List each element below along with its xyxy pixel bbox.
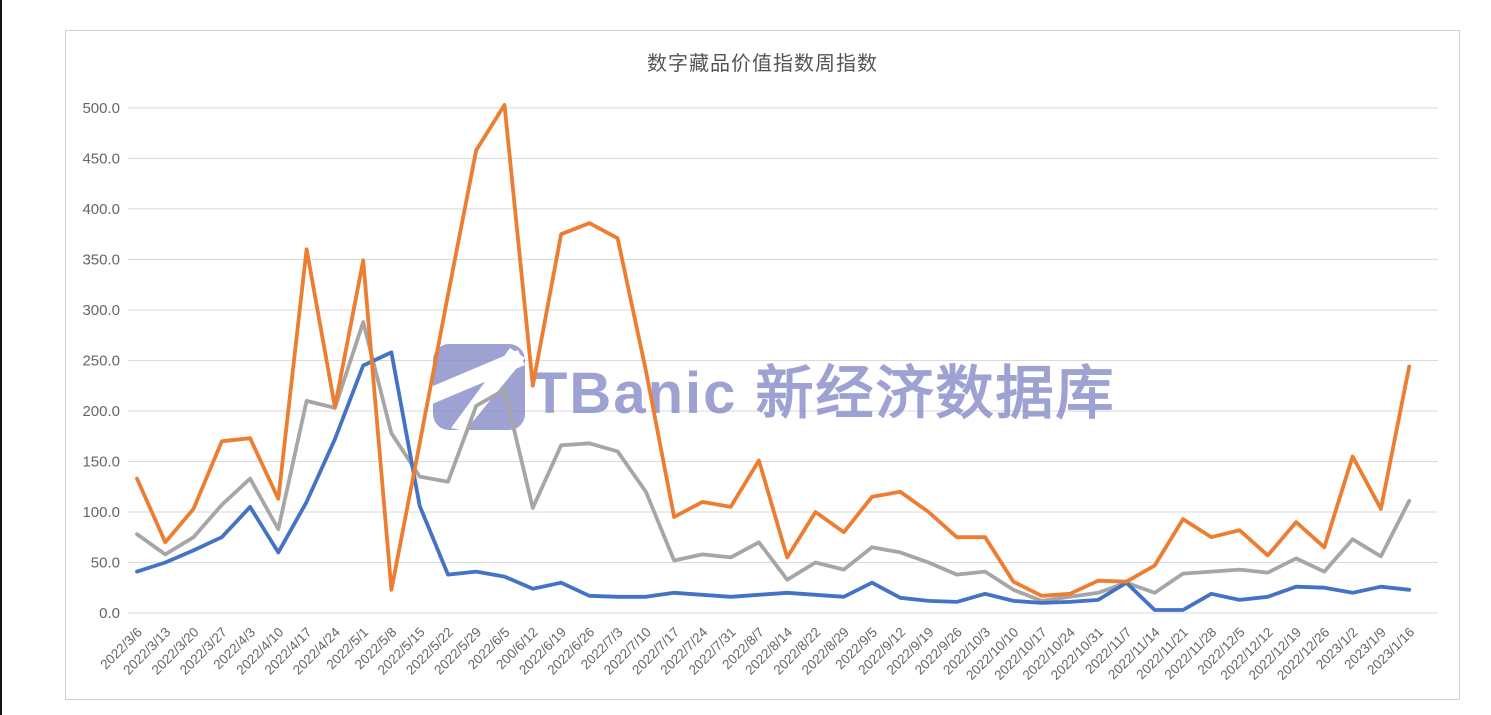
x-axis-labels: 2022/3/62022/3/132022/3/202022/3/272022/… <box>97 624 1417 683</box>
series-line-gray <box>135 320 1412 603</box>
y-axis-labels: 0.0 50.0 100.0 150.0 200.0 250.0 300.0 350.0 400… <box>82 100 120 622</box>
chart-title: 数字藏品价值指数周指数 <box>647 53 878 75</box>
page-left-border <box>0 0 2 715</box>
y-tick-label: 200.0 <box>82 403 120 420</box>
y-tick-label: 150.0 <box>82 453 120 470</box>
line-chart: TBanic 新经济数据库 0.0 50.0 100.0 150.0 200.0 250.… <box>82 100 1438 683</box>
gridlines <box>128 107 1438 614</box>
y-tick-label: 450.0 <box>82 150 120 167</box>
series-lines <box>135 103 1412 612</box>
y-tick-label: 250.0 <box>82 352 120 369</box>
y-tick-label: 50.0 <box>91 554 120 571</box>
y-tick-label: 400.0 <box>82 201 120 218</box>
tbanic-logo-icon <box>426 344 525 431</box>
y-tick-label: 350.0 <box>82 251 120 268</box>
watermark-text: TBanic 新经济数据库 <box>532 361 1116 426</box>
chart-panel: 数字藏品价值指数周指数 TBanic 新经济数据库 0.0 50.0 100.0 15… <box>65 30 1460 700</box>
series-line-orange <box>135 103 1412 598</box>
y-tick-label: 500.0 <box>82 100 120 117</box>
y-tick-label: 100.0 <box>82 504 120 521</box>
y-tick-label: 300.0 <box>82 302 120 319</box>
watermark: TBanic 新经济数据库 <box>426 344 1116 431</box>
y-tick-label: 0.0 <box>99 605 120 622</box>
series-line-blue <box>135 350 1412 612</box>
